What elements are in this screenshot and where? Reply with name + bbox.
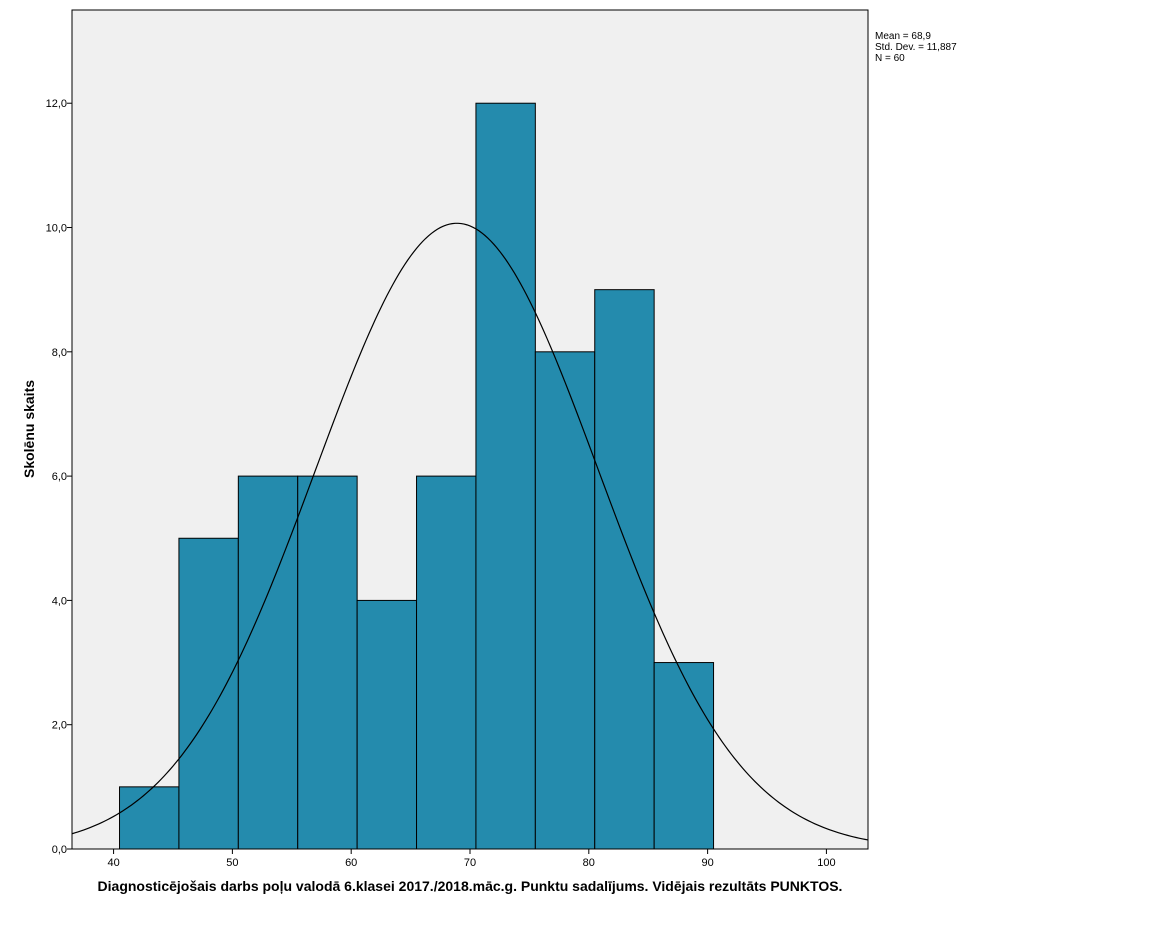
x-axis: 40 50 60 70 80 90 100 — [107, 849, 836, 869]
x-tick-label-5: 90 — [701, 857, 713, 869]
bar-7 — [534, 351, 596, 850]
bars — [119, 102, 715, 850]
y-tick-label-1: 2,0 — [52, 720, 67, 732]
normal-curve — [71, 222, 869, 841]
bar-0 — [119, 786, 180, 850]
y-axis: 0,0 2,0 4,0 6,0 8,0 10,0 12,0 — [46, 98, 72, 856]
stats-mean: Mean = 68,9 — [875, 31, 931, 42]
bar-6 — [475, 102, 536, 850]
y-tick-label-2: 4,0 — [52, 595, 67, 607]
x-tick-label-0: 40 — [107, 857, 119, 869]
bar-8 — [594, 289, 655, 850]
y-tick-label-4: 8,0 — [52, 347, 67, 359]
stats-std-dev: Std. Dev. = 11,887 — [875, 42, 957, 53]
x-tick-label-2: 60 — [345, 857, 357, 869]
x-tick-label-3: 70 — [464, 857, 476, 869]
y-tick-label-6: 12,0 — [46, 98, 67, 110]
bar-2 — [237, 475, 299, 850]
bar-4 — [356, 599, 418, 850]
x-tick-label-1: 50 — [226, 857, 238, 869]
stats-n: N = 60 — [875, 53, 905, 64]
bar-5 — [416, 475, 477, 850]
bar-3 — [297, 475, 358, 850]
stats-box: Mean = 68,9 Std. Dev. = 11,887 N = 60 — [875, 31, 957, 64]
y-tick-label-5: 10,0 — [46, 223, 67, 235]
x-tick-label-6: 100 — [817, 857, 835, 869]
y-axis-title: Skolēnu skaits — [21, 380, 37, 478]
bar-1 — [178, 537, 239, 850]
bar-9 — [653, 662, 715, 850]
y-tick-label-3: 6,0 — [52, 471, 67, 483]
y-tick-label-0: 0,0 — [52, 844, 67, 856]
x-tick-label-4: 80 — [583, 857, 595, 869]
x-axis-title: Diagnosticējošais darbs poļu valodā 6.kl… — [98, 878, 843, 894]
